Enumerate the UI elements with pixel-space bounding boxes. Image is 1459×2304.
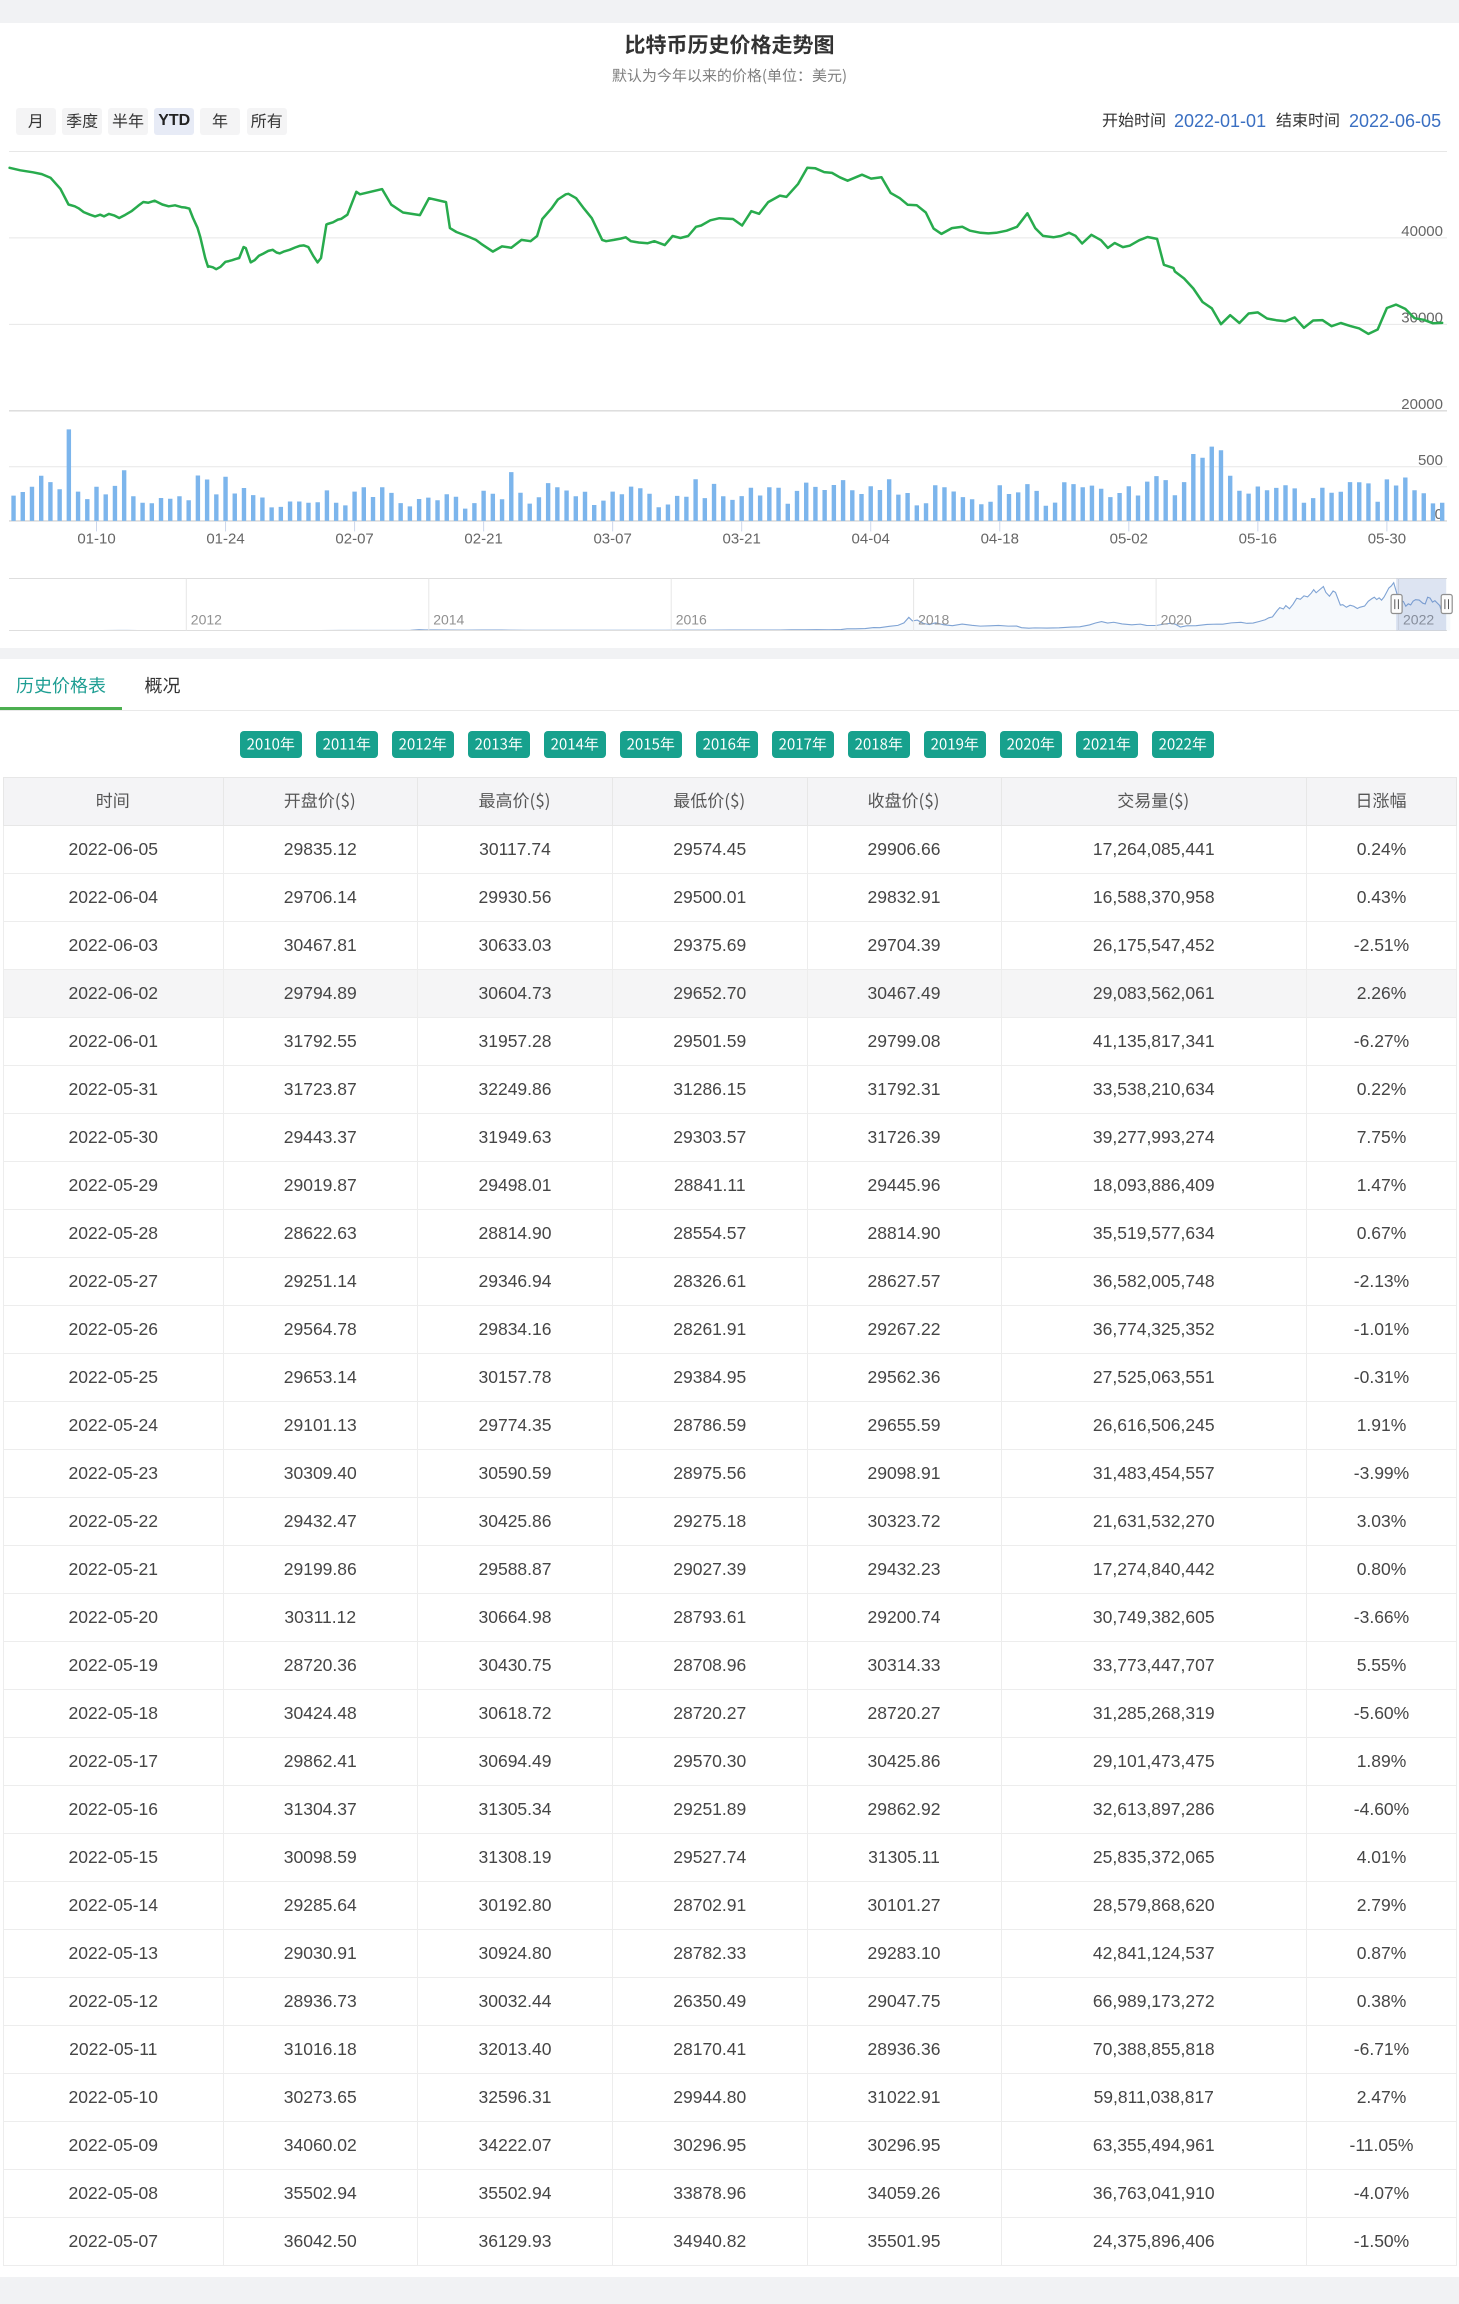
svg-text:40000: 40000 bbox=[1401, 223, 1443, 240]
svg-text:05-30: 05-30 bbox=[1368, 531, 1406, 548]
svg-text:02-07: 02-07 bbox=[335, 531, 373, 548]
svg-text:2022: 2022 bbox=[1403, 612, 1434, 628]
svg-text:2016: 2016 bbox=[676, 612, 707, 628]
svg-text:05-02: 05-02 bbox=[1110, 531, 1148, 548]
svg-text:04-04: 04-04 bbox=[852, 531, 890, 548]
svg-text:01-24: 01-24 bbox=[206, 531, 244, 548]
svg-text:500: 500 bbox=[1418, 452, 1443, 469]
svg-text:01-10: 01-10 bbox=[77, 531, 115, 548]
svg-text:2020: 2020 bbox=[1161, 612, 1192, 628]
svg-text:04-18: 04-18 bbox=[981, 531, 1019, 548]
svg-text:0: 0 bbox=[1435, 506, 1443, 523]
svg-text:20000: 20000 bbox=[1401, 396, 1443, 413]
svg-text:2014: 2014 bbox=[433, 612, 464, 628]
svg-text:05-16: 05-16 bbox=[1239, 531, 1277, 548]
svg-text:30000: 30000 bbox=[1401, 309, 1443, 326]
svg-text:2012: 2012 bbox=[191, 612, 222, 628]
svg-text:2018: 2018 bbox=[918, 612, 949, 628]
svg-text:02-21: 02-21 bbox=[464, 531, 502, 548]
svg-text:03-21: 03-21 bbox=[723, 531, 761, 548]
svg-text:03-07: 03-07 bbox=[593, 531, 631, 548]
